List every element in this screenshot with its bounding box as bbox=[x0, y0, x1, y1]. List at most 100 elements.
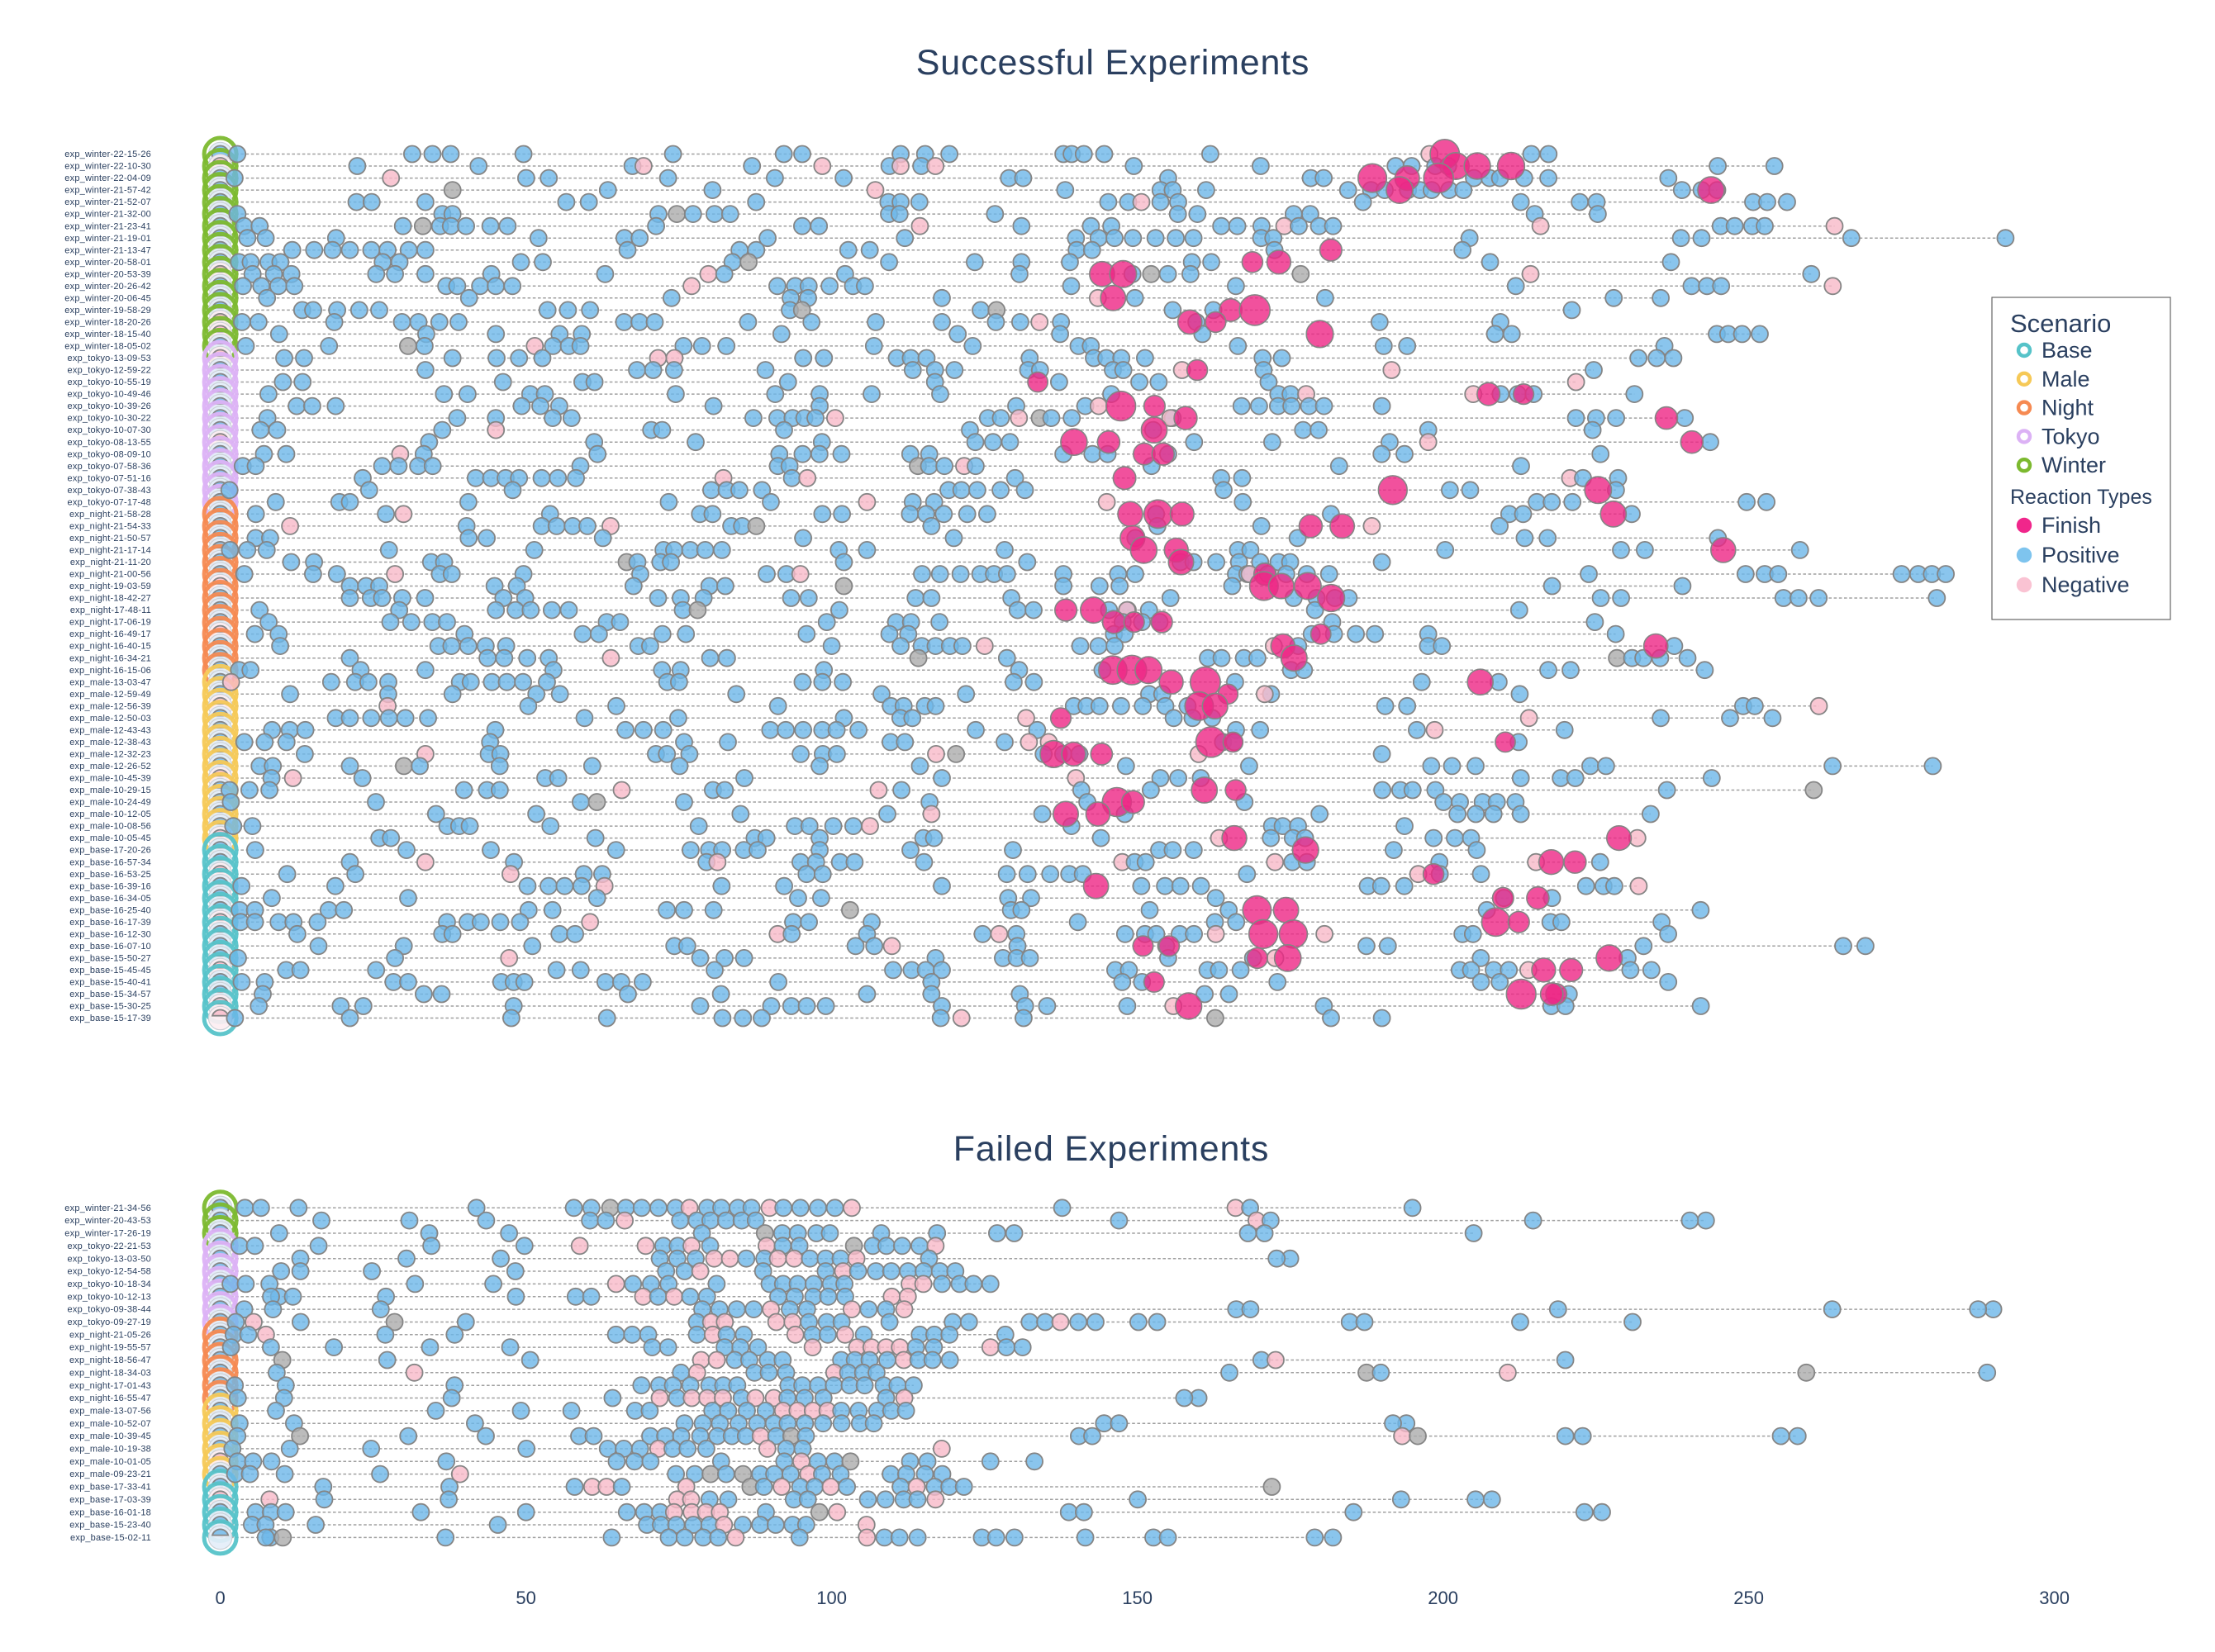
svg-text:exp_tokyo-09-38-44: exp_tokyo-09-38-44 bbox=[68, 1305, 151, 1315]
svg-text:Negative: Negative bbox=[2042, 572, 2130, 597]
svg-text:exp_night-17-48-11: exp_night-17-48-11 bbox=[70, 605, 151, 615]
svg-text:exp_tokyo-08-09-10: exp_tokyo-08-09-10 bbox=[68, 449, 151, 459]
svg-text:exp_base-16-17-39: exp_base-16-17-39 bbox=[69, 918, 151, 928]
svg-text:exp_winter-21-34-56: exp_winter-21-34-56 bbox=[64, 1203, 151, 1213]
svg-text:exp_male-10-19-38: exp_male-10-19-38 bbox=[69, 1445, 151, 1455]
svg-text:exp_tokyo-10-07-30: exp_tokyo-10-07-30 bbox=[68, 425, 151, 435]
svg-text:exp_tokyo-07-17-48: exp_tokyo-07-17-48 bbox=[68, 497, 151, 507]
svg-text:exp_tokyo-10-39-26: exp_tokyo-10-39-26 bbox=[68, 401, 151, 411]
svg-text:exp_night-17-01-43: exp_night-17-01-43 bbox=[69, 1381, 151, 1391]
svg-text:exp_winter-18-15-40: exp_winter-18-15-40 bbox=[64, 330, 151, 339]
svg-text:exp_tokyo-07-51-16: exp_tokyo-07-51-16 bbox=[68, 473, 151, 483]
svg-text:exp_male-12-50-03: exp_male-12-50-03 bbox=[69, 714, 151, 724]
svg-text:exp_male-10-29-15: exp_male-10-29-15 bbox=[69, 786, 151, 795]
svg-text:exp_male-12-43-43: exp_male-12-43-43 bbox=[69, 725, 151, 735]
svg-text:exp_night-21-50-57: exp_night-21-50-57 bbox=[69, 534, 151, 544]
svg-text:exp_winter-21-13-47: exp_winter-21-13-47 bbox=[64, 245, 151, 255]
svg-text:exp_male-10-12-05: exp_male-10-12-05 bbox=[69, 809, 151, 819]
svg-text:exp_male-10-39-45: exp_male-10-39-45 bbox=[69, 1431, 151, 1441]
svg-text:exp_male-10-05-45: exp_male-10-05-45 bbox=[69, 833, 151, 843]
svg-text:exp_tokyo-10-18-34: exp_tokyo-10-18-34 bbox=[68, 1279, 151, 1289]
svg-text:exp_winter-20-43-53: exp_winter-20-43-53 bbox=[64, 1216, 151, 1226]
svg-text:exp_winter-21-52-07: exp_winter-21-52-07 bbox=[64, 197, 151, 207]
svg-text:exp_base-16-57-34: exp_base-16-57-34 bbox=[69, 857, 151, 867]
svg-text:exp_base-16-53-25: exp_base-16-53-25 bbox=[69, 870, 151, 880]
svg-text:exp_night-18-42-27: exp_night-18-42-27 bbox=[69, 594, 151, 604]
svg-text:exp_male-10-01-05: exp_male-10-01-05 bbox=[69, 1457, 151, 1467]
svg-text:Tokyo: Tokyo bbox=[2042, 424, 2100, 449]
svg-text:exp_base-17-20-26: exp_base-17-20-26 bbox=[69, 846, 151, 856]
svg-text:exp_male-12-56-39: exp_male-12-56-39 bbox=[69, 701, 151, 711]
svg-text:250: 250 bbox=[1733, 1588, 1764, 1608]
svg-text:exp_tokyo-07-38-43: exp_tokyo-07-38-43 bbox=[68, 486, 151, 496]
svg-text:exp_male-12-59-49: exp_male-12-59-49 bbox=[69, 690, 151, 700]
svg-text:150: 150 bbox=[1122, 1588, 1153, 1608]
svg-text:exp_winter-20-58-01: exp_winter-20-58-01 bbox=[64, 258, 151, 268]
svg-text:exp_winter-19-58-29: exp_winter-19-58-29 bbox=[64, 306, 151, 316]
svg-text:exp_night-19-55-57: exp_night-19-55-57 bbox=[69, 1343, 151, 1353]
svg-text:exp_night-16-34-21: exp_night-16-34-21 bbox=[69, 653, 151, 663]
svg-text:Night: Night bbox=[2042, 396, 2094, 420]
svg-text:Reaction Types: Reaction Types bbox=[2010, 486, 2152, 509]
svg-text:Successful Experiments: Successful Experiments bbox=[916, 43, 1310, 83]
svg-text:exp_night-18-56-47: exp_night-18-56-47 bbox=[69, 1355, 151, 1365]
svg-text:exp_base-15-45-45: exp_base-15-45-45 bbox=[69, 966, 151, 976]
svg-text:exp_night-16-49-17: exp_night-16-49-17 bbox=[69, 629, 151, 639]
svg-text:50: 50 bbox=[516, 1588, 535, 1608]
svg-text:exp_male-10-45-39: exp_male-10-45-39 bbox=[69, 774, 151, 784]
svg-text:300: 300 bbox=[2039, 1588, 2070, 1608]
svg-text:exp_base-16-25-40: exp_base-16-25-40 bbox=[69, 905, 151, 915]
svg-text:exp_night-16-15-06: exp_night-16-15-06 bbox=[69, 666, 151, 676]
svg-text:exp_winter-22-15-26: exp_winter-22-15-26 bbox=[64, 150, 151, 159]
svg-text:exp_tokyo-10-55-19: exp_tokyo-10-55-19 bbox=[68, 377, 151, 387]
svg-text:exp_male-10-52-07: exp_male-10-52-07 bbox=[69, 1419, 151, 1429]
svg-text:exp_winter-21-57-42: exp_winter-21-57-42 bbox=[64, 186, 151, 196]
svg-text:exp_tokyo-08-13-55: exp_tokyo-08-13-55 bbox=[68, 438, 151, 448]
svg-text:exp_base-15-30-25: exp_base-15-30-25 bbox=[69, 1002, 151, 1012]
svg-text:Base: Base bbox=[2042, 338, 2093, 363]
svg-text:Male: Male bbox=[2042, 367, 2090, 392]
svg-text:exp_male-13-03-47: exp_male-13-03-47 bbox=[69, 677, 151, 687]
svg-text:exp_night-16-40-15: exp_night-16-40-15 bbox=[69, 642, 151, 652]
svg-text:exp_base-16-01-18: exp_base-16-01-18 bbox=[69, 1507, 151, 1517]
svg-text:exp_night-18-34-03: exp_night-18-34-03 bbox=[69, 1368, 151, 1378]
svg-text:exp_winter-18-20-26: exp_winter-18-20-26 bbox=[64, 318, 151, 328]
svg-text:exp_male-12-26-52: exp_male-12-26-52 bbox=[69, 762, 151, 771]
svg-text:exp_tokyo-12-54-58: exp_tokyo-12-54-58 bbox=[68, 1267, 151, 1277]
svg-text:exp_winter-21-23-41: exp_winter-21-23-41 bbox=[64, 221, 151, 231]
svg-text:exp_night-21-00-56: exp_night-21-00-56 bbox=[69, 570, 151, 580]
svg-text:exp_male-13-07-56: exp_male-13-07-56 bbox=[69, 1407, 151, 1417]
svg-text:exp_night-17-06-19: exp_night-17-06-19 bbox=[69, 618, 151, 628]
svg-text:exp_night-21-11-20: exp_night-21-11-20 bbox=[70, 558, 151, 567]
svg-text:100: 100 bbox=[816, 1588, 847, 1608]
svg-text:exp_male-12-32-23: exp_male-12-32-23 bbox=[69, 750, 151, 760]
svg-text:Positive: Positive bbox=[2042, 543, 2120, 567]
svg-text:Finish: Finish bbox=[2042, 513, 2101, 538]
svg-text:exp_tokyo-13-03-50: exp_tokyo-13-03-50 bbox=[68, 1254, 151, 1264]
svg-text:exp_base-15-17-39: exp_base-15-17-39 bbox=[69, 1014, 151, 1023]
svg-text:exp_night-21-05-26: exp_night-21-05-26 bbox=[69, 1330, 151, 1340]
svg-text:exp_base-16-07-10: exp_base-16-07-10 bbox=[69, 942, 151, 952]
svg-text:exp_base-15-40-41: exp_base-15-40-41 bbox=[69, 978, 151, 988]
svg-text:exp_male-12-38-43: exp_male-12-38-43 bbox=[69, 738, 151, 748]
svg-text:exp_tokyo-07-58-36: exp_tokyo-07-58-36 bbox=[68, 462, 151, 472]
svg-text:exp_winter-20-53-39: exp_winter-20-53-39 bbox=[64, 269, 151, 279]
svg-text:exp_tokyo-10-12-13: exp_tokyo-10-12-13 bbox=[68, 1292, 151, 1302]
svg-text:exp_base-15-34-57: exp_base-15-34-57 bbox=[69, 990, 151, 999]
svg-text:exp_base-15-02-11: exp_base-15-02-11 bbox=[70, 1533, 151, 1543]
svg-text:Failed Experiments: Failed Experiments bbox=[953, 1129, 1269, 1169]
svg-text:exp_base-15-23-40: exp_base-15-23-40 bbox=[69, 1521, 151, 1531]
svg-text:exp_male-10-08-56: exp_male-10-08-56 bbox=[69, 822, 151, 832]
svg-text:exp_tokyo-10-49-46: exp_tokyo-10-49-46 bbox=[68, 390, 151, 400]
svg-text:exp_night-21-17-14: exp_night-21-17-14 bbox=[69, 546, 151, 556]
svg-text:exp_winter-22-04-09: exp_winter-22-04-09 bbox=[64, 173, 151, 183]
svg-text:exp_tokyo-22-21-53: exp_tokyo-22-21-53 bbox=[68, 1241, 151, 1251]
svg-text:exp_male-09-23-21: exp_male-09-23-21 bbox=[69, 1469, 151, 1479]
svg-text:exp_night-16-55-47: exp_night-16-55-47 bbox=[69, 1393, 151, 1403]
svg-text:exp_winter-20-06-45: exp_winter-20-06-45 bbox=[64, 293, 151, 303]
svg-text:exp_winter-20-26-42: exp_winter-20-26-42 bbox=[64, 282, 151, 292]
svg-text:exp_male-10-24-49: exp_male-10-24-49 bbox=[69, 798, 151, 808]
svg-text:exp_winter-21-32-00: exp_winter-21-32-00 bbox=[64, 210, 151, 220]
svg-text:exp_night-19-03-59: exp_night-19-03-59 bbox=[69, 582, 151, 591]
svg-text:exp_base-16-34-05: exp_base-16-34-05 bbox=[69, 894, 151, 904]
